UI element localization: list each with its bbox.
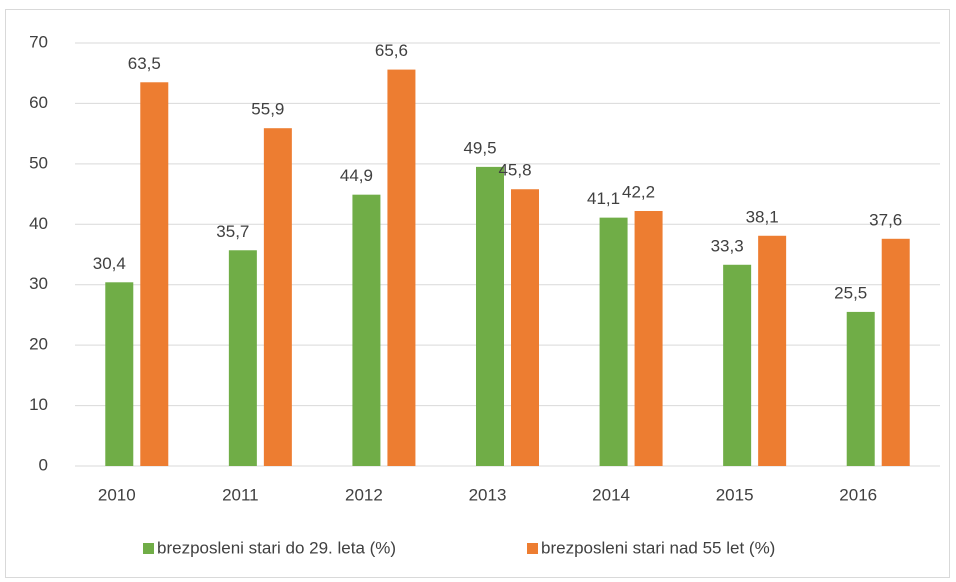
legend-swatch xyxy=(143,543,154,554)
bar xyxy=(723,264,752,466)
data-label: 30,4 xyxy=(93,254,126,273)
x-tick-label: 2010 xyxy=(98,485,136,504)
data-label: 33,3 xyxy=(711,236,744,255)
legend-label: brezposleni stari nad 55 let (%) xyxy=(541,538,775,557)
bar xyxy=(387,69,416,467)
y-tick-label: 0 xyxy=(39,455,48,474)
data-label: 65,6 xyxy=(375,41,408,60)
data-label: 44,9 xyxy=(340,166,373,185)
bar xyxy=(634,210,663,466)
x-tick-label: 2011 xyxy=(222,485,259,504)
x-tick-label: 2016 xyxy=(839,485,877,504)
bar xyxy=(228,250,257,466)
bar xyxy=(352,194,381,466)
data-label: 63,5 xyxy=(128,54,161,73)
data-label: 38,1 xyxy=(746,207,779,226)
data-label: 35,7 xyxy=(216,222,249,241)
x-tick-label: 2014 xyxy=(592,485,630,504)
data-label: 25,5 xyxy=(834,283,867,302)
data-label: 45,8 xyxy=(498,161,531,180)
bar xyxy=(263,128,292,466)
legend-swatch xyxy=(527,543,538,554)
bar xyxy=(476,166,504,466)
x-tick-label: 2013 xyxy=(469,485,507,504)
x-tick-label: 2015 xyxy=(716,485,754,504)
bar xyxy=(105,282,134,466)
data-label: 42,2 xyxy=(622,182,655,201)
y-tick-label: 30 xyxy=(29,274,48,293)
x-tick-label: 2012 xyxy=(345,485,383,504)
bar xyxy=(758,235,787,466)
y-tick-label: 50 xyxy=(29,153,48,172)
y-tick-label: 10 xyxy=(29,395,48,414)
data-label: 49,5 xyxy=(463,138,496,157)
data-label: 55,9 xyxy=(251,100,284,119)
y-tick-label: 40 xyxy=(29,214,48,233)
bar xyxy=(599,217,628,466)
bar xyxy=(140,82,169,467)
data-label: 37,6 xyxy=(869,210,902,229)
y-tick-label: 70 xyxy=(29,32,48,51)
y-tick-label: 20 xyxy=(29,335,48,354)
y-tick-label: 60 xyxy=(29,93,48,112)
bar xyxy=(846,311,875,466)
bar xyxy=(511,189,539,467)
data-label: 41,1 xyxy=(587,189,620,208)
bar xyxy=(881,238,910,466)
legend-label: brezposleni stari do 29. leta (%) xyxy=(157,538,396,557)
